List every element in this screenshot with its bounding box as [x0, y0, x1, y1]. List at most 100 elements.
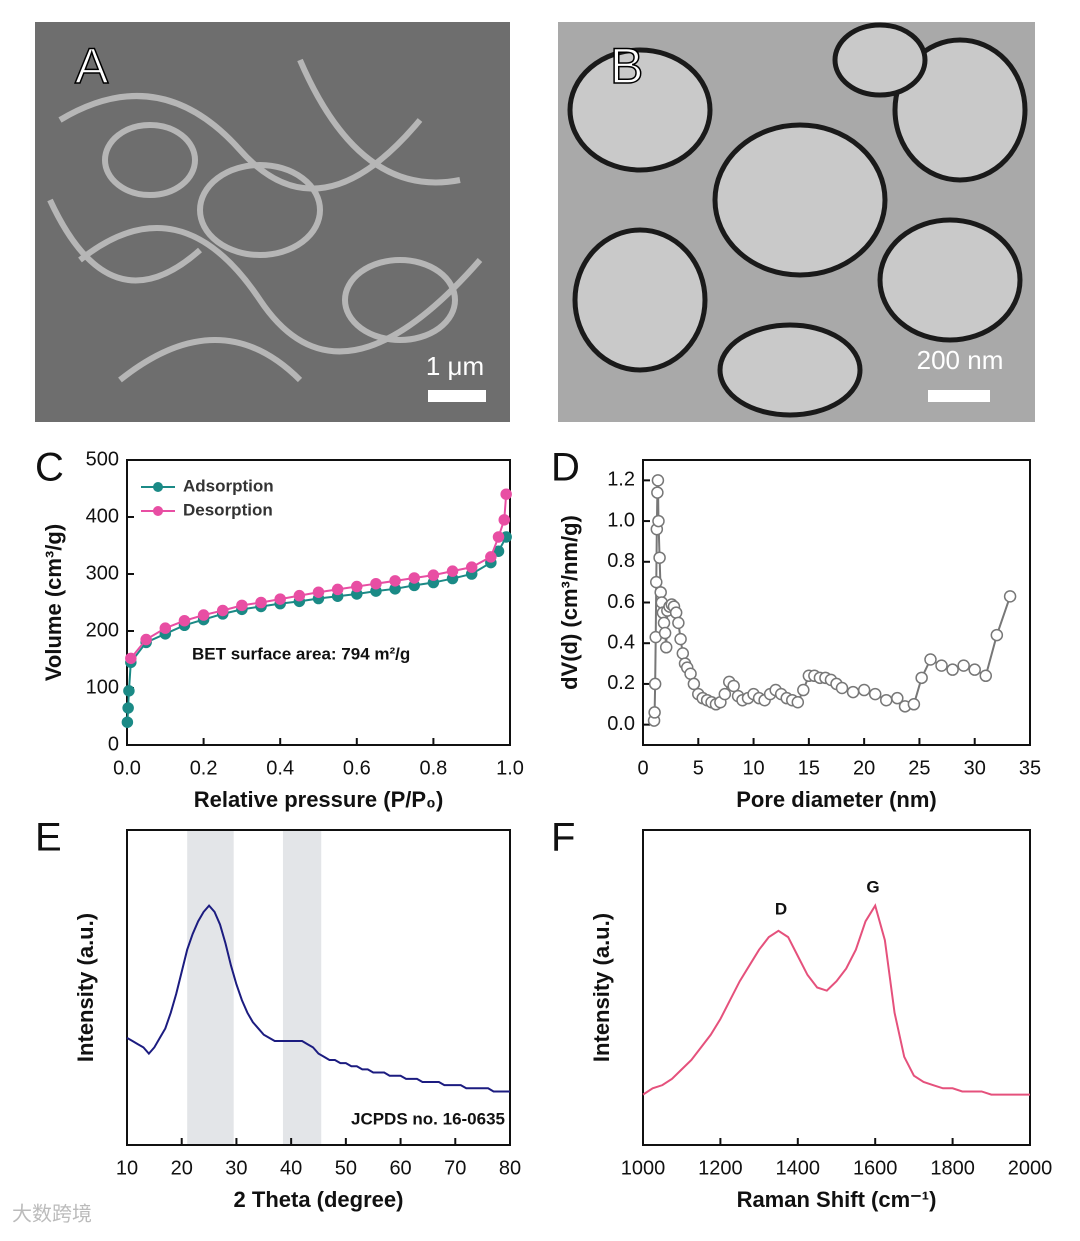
y-tick-label: 500: [86, 448, 119, 470]
annotation: G: [866, 877, 879, 896]
x-axis-label: Raman Shift (cm⁻¹): [737, 1187, 937, 1212]
data-point: [915, 671, 928, 685]
y-tick-label: 200: [86, 619, 119, 641]
x-tick-label: 0.2: [190, 757, 218, 779]
data-point: [255, 596, 267, 609]
panel-label: B: [610, 38, 643, 94]
data-point: [891, 691, 904, 705]
y-tick-label: 1.2: [607, 469, 635, 491]
y-tick-label: 0.8: [607, 550, 635, 572]
data-point: [657, 616, 671, 630]
data-point: [968, 663, 981, 676]
x-tick-label: 0.0: [113, 757, 141, 779]
data-point: [718, 687, 732, 701]
data-point: [159, 622, 172, 634]
data-point: [654, 586, 667, 599]
x-tick-label: 0.4: [266, 757, 294, 779]
data-point: [990, 628, 1004, 642]
data-point: [498, 514, 511, 526]
x-tick-label: 70: [444, 1157, 466, 1179]
x-axis-label: Relative pressure (P/P₀): [194, 787, 444, 812]
data-point: [140, 633, 152, 646]
x-tick-label: 25: [908, 757, 930, 779]
data-point: [648, 706, 661, 719]
legend-label: Adsorption: [183, 476, 274, 495]
data-point: [465, 561, 478, 573]
y-tick-label: 400: [86, 505, 119, 527]
plot-frame: [642, 829, 1031, 1146]
x-tick-label: 30: [964, 757, 986, 779]
x-tick-label: 1000: [621, 1157, 666, 1179]
panel-label: C: [35, 446, 64, 490]
data-point: [197, 609, 210, 621]
panel-label: E: [35, 816, 62, 860]
data-point: [492, 531, 505, 543]
data-point: [868, 687, 882, 701]
data-point: [946, 663, 959, 676]
data-point: [687, 677, 701, 691]
series-line: [642, 903, 1030, 1096]
y-tick-label: 0.6: [607, 591, 635, 613]
y-tick-label: 0.0: [607, 713, 635, 735]
data-point: [880, 693, 893, 707]
data-point: [500, 488, 512, 500]
x-tick-label: 2000: [1008, 1157, 1053, 1179]
x-tick-label: 10: [742, 757, 764, 779]
scale-label: 200 nm: [917, 345, 1004, 375]
x-axis-label: Pore diameter (nm): [736, 787, 937, 812]
annotation: JCPDS no. 16-0635: [351, 1109, 505, 1128]
data-point: [727, 679, 740, 693]
annotation: D: [775, 899, 787, 918]
data-point: [791, 696, 805, 709]
x-tick-label: 0: [637, 757, 648, 779]
panel-b: B 200 nm: [558, 22, 1035, 422]
data-point: [857, 683, 871, 697]
data-point: [648, 677, 662, 691]
data-point: [957, 659, 970, 672]
x-tick-label: 20: [853, 757, 875, 779]
y-tick-label: 0.2: [607, 672, 635, 694]
data-point: [797, 683, 810, 697]
data-point: [846, 685, 860, 699]
x-tick-label: 80: [499, 1157, 521, 1179]
y-tick-label: 300: [86, 562, 119, 584]
data-point: [331, 583, 344, 596]
x-tick-label: 0.6: [343, 757, 371, 779]
shaded-band: [187, 830, 234, 1145]
data-point: [650, 575, 663, 589]
x-tick-label: 1400: [776, 1157, 821, 1179]
data-point: [427, 569, 440, 581]
scale-label: 1 μm: [426, 351, 484, 381]
data-point: [835, 681, 849, 695]
data-point: [669, 606, 683, 619]
x-tick-label: 40: [280, 1157, 302, 1179]
data-point: [652, 514, 665, 528]
data-point: [658, 626, 672, 640]
data-point: [217, 604, 229, 617]
panel-a: A 1 μm: [35, 22, 510, 422]
legend-marker: [153, 482, 163, 492]
x-tick-label: 5: [693, 757, 704, 779]
shaded-band: [282, 830, 322, 1145]
data-point: [485, 551, 497, 563]
data-point: [122, 702, 134, 714]
data-point: [979, 669, 993, 683]
tem-texture: [567, 22, 1028, 418]
legend-marker: [153, 506, 163, 516]
data-point: [125, 652, 137, 665]
y-axis-label: dV(d) (cm³/nm/g): [557, 515, 582, 690]
y-axis-label: Intensity (a.u.): [73, 913, 98, 1062]
data-point: [672, 616, 685, 630]
sem-texture: [47, 58, 483, 383]
scale-bar: [428, 390, 486, 402]
x-tick-label: 15: [798, 757, 820, 779]
y-tick-label: 0: [108, 733, 119, 755]
data-point: [351, 580, 363, 593]
panel-label: F: [551, 816, 575, 860]
data-point: [389, 575, 401, 587]
data-point: [659, 641, 673, 654]
series-line: [126, 904, 510, 1093]
y-tick-label: 100: [86, 676, 119, 698]
data-point: [907, 698, 921, 711]
data-point: [684, 667, 697, 680]
